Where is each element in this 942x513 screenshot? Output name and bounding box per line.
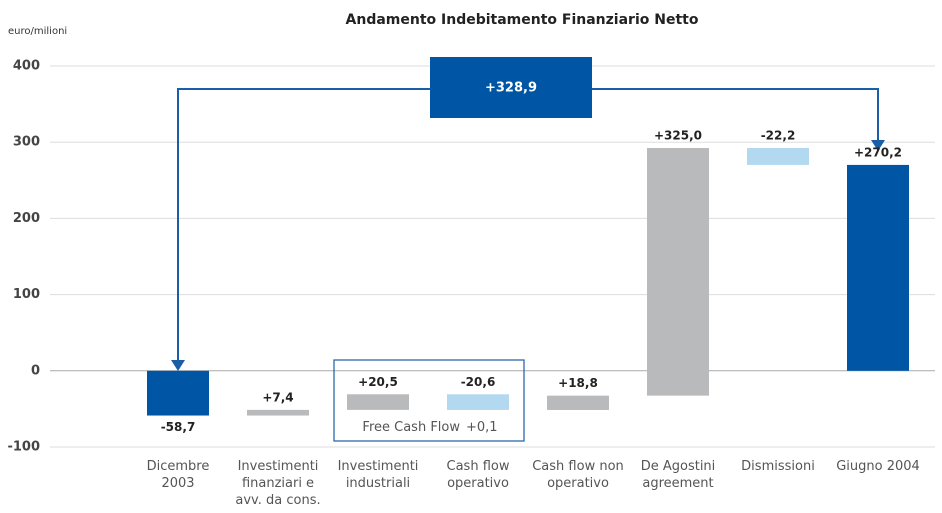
y-tick-label: 0 [31,363,40,378]
fcf-label: Free Cash Flow [362,420,460,435]
free-cash-flow-annotation: Free Cash Flow +0,1 [362,420,497,435]
arrow-line [177,88,430,362]
y-tick-label: 100 [13,287,40,302]
chart-title: Andamento Indebitamento Finanziario Nett… [346,12,699,28]
bar [347,394,409,410]
arrow-head [871,140,885,151]
bar [247,409,309,416]
x-tick-label: Dismissioni [741,459,815,474]
y-tick-label: 400 [13,59,40,74]
x-tick-label: Investimenti finanziari e avv. da cons. [235,459,321,508]
x-tick-label: Cash flow operativo [446,459,510,491]
value-label: -22,2 [761,128,796,142]
y-tick-label: -100 [7,440,40,455]
x-tick-label: Cash flow non operativo [532,459,624,491]
value-label: -58,7 [161,420,196,434]
fcf-value: +0,1 [466,420,498,435]
x-tick-label: Giugno 2004 [836,459,920,474]
value-label: +18,8 [558,376,598,390]
bar [447,394,509,410]
bar [847,164,909,371]
bar [747,147,809,165]
x-tick-label: Dicembre 2003 [146,459,210,491]
x-tick-label: De Agostini agreement [640,459,716,491]
y-axis-label: euro/milioni [8,26,67,37]
value-label: +20,5 [358,375,398,389]
bar [647,147,709,396]
value-label: +7,4 [262,390,293,404]
change-annotation: +328,9 [485,81,537,96]
x-tick-label: Investimenti industriali [337,459,419,491]
value-label: +325,0 [654,128,702,142]
bar [547,395,609,410]
arrow-line [592,88,879,142]
y-tick-label: 200 [13,211,40,226]
arrow-head [171,360,185,371]
y-tick-label: 300 [13,135,40,150]
change-box [430,57,592,118]
free-cash-flow-box [333,359,525,442]
bar [147,370,209,416]
value-label: -20,6 [461,375,496,389]
value-label: +270,2 [854,145,902,159]
